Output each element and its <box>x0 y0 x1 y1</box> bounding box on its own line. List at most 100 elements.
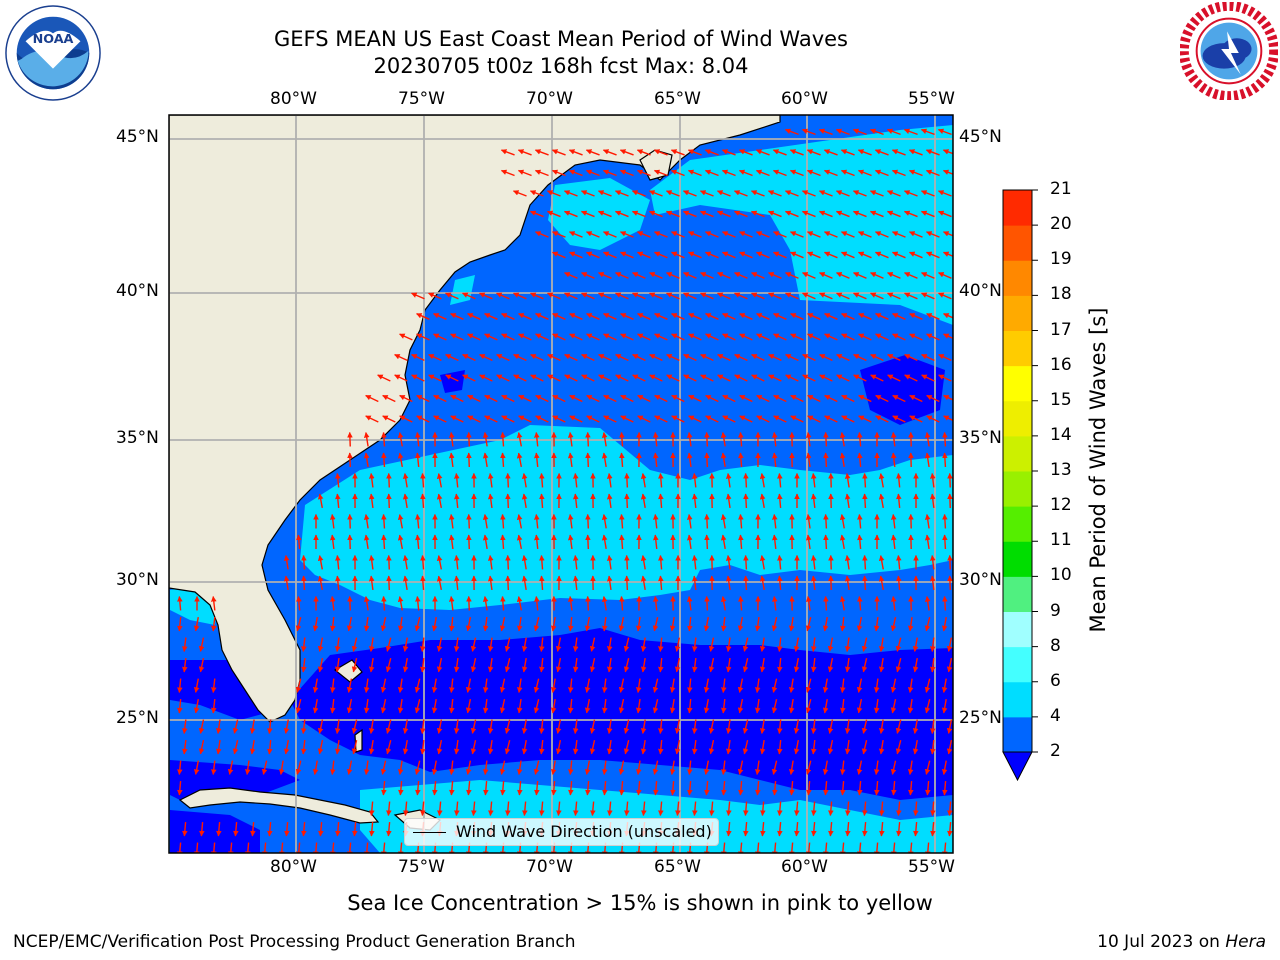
wave-direction-arrow <box>789 780 795 796</box>
wave-direction-arrow <box>581 272 595 279</box>
wave-direction-arrow <box>516 616 523 632</box>
wave-direction-arrow <box>857 452 863 468</box>
wave-direction-arrow <box>534 169 549 177</box>
wave-direction-arrow <box>380 678 387 693</box>
wave-direction-arrow <box>878 493 885 509</box>
wave-direction-arrow <box>419 657 426 673</box>
wave-direction-arrow <box>772 780 778 796</box>
wave-direction-arrow <box>623 740 630 755</box>
wave-direction-arrow <box>725 473 732 488</box>
wave-direction-arrow <box>810 472 817 488</box>
wave-direction-arrow <box>861 637 868 652</box>
wave-direction-arrow <box>670 231 685 238</box>
wave-direction-arrow <box>699 210 714 218</box>
wave-direction-arrow <box>382 394 396 403</box>
wave-direction-arrow <box>840 149 855 156</box>
wave-direction-arrow <box>624 472 630 488</box>
lon-label-top: 55°W <box>908 89 955 109</box>
wave-direction-arrow <box>470 719 477 734</box>
wave-direction-arrow <box>552 313 566 320</box>
wave-direction-arrow <box>784 128 799 136</box>
wave-direction-arrow <box>654 251 668 259</box>
wave-direction-arrow <box>636 169 651 177</box>
wave-direction-arrow <box>624 493 630 509</box>
wave-direction-arrow <box>756 394 770 403</box>
wave-direction-arrow <box>708 658 715 673</box>
wave-direction-arrow <box>603 313 617 320</box>
wave-direction-arrow <box>788 698 795 714</box>
wave-direction-arrow <box>614 210 629 218</box>
wave-direction-arrow <box>501 333 515 341</box>
wave-direction-arrow <box>720 432 727 447</box>
wave-direction-arrow <box>351 719 358 734</box>
wave-direction-arrow <box>397 432 404 447</box>
wave-direction-arrow <box>904 353 918 362</box>
wave-direction-arrow <box>416 394 430 403</box>
wave-direction-arrow <box>569 415 583 423</box>
wave-direction-arrow <box>505 554 511 570</box>
colorbar-segment <box>1003 190 1032 226</box>
wave-direction-arrow <box>329 595 336 611</box>
wave-direction-arrow <box>818 210 833 218</box>
wave-direction-arrow <box>521 555 528 570</box>
wave-direction-arrow <box>705 394 719 403</box>
wave-direction-arrow <box>938 292 952 300</box>
wave-direction-arrow <box>601 616 608 632</box>
wave-direction-arrow <box>929 493 936 509</box>
wave-direction-arrow <box>926 251 940 259</box>
wave-direction-arrow <box>620 333 634 341</box>
wave-direction-arrow <box>636 149 651 156</box>
wave-direction-arrow <box>623 719 630 734</box>
wave-direction-arrow <box>487 657 494 673</box>
wave-direction-arrow <box>703 760 710 775</box>
wave-direction-arrow <box>365 394 379 403</box>
wave-direction-arrow <box>895 637 902 652</box>
wave-direction-arrow <box>398 780 404 796</box>
wave-direction-arrow <box>397 616 404 632</box>
wave-direction-arrow <box>892 415 906 423</box>
wave-direction-arrow <box>500 452 506 468</box>
wave-direction-arrow <box>581 292 595 300</box>
wave-direction-arrow <box>535 394 549 403</box>
wave-direction-arrow <box>721 149 736 156</box>
wave-direction-arrow <box>572 739 579 755</box>
wave-direction-arrow <box>431 760 438 775</box>
wave-direction-arrow <box>671 251 685 259</box>
wave-direction-arrow <box>737 699 744 714</box>
wave-direction-arrow <box>784 210 799 218</box>
wave-direction-arrow <box>232 740 239 755</box>
wave-direction-arrow <box>454 554 460 570</box>
colorbar-segment <box>1003 716 1032 753</box>
wave-direction-arrow <box>869 210 884 218</box>
wave-direction-arrow <box>522 801 528 817</box>
wave-direction-arrow <box>768 272 782 279</box>
wave-direction-arrow <box>615 272 629 279</box>
wave-direction-arrow <box>454 493 460 509</box>
wave-direction-arrow <box>471 801 477 817</box>
wave-direction-arrow <box>720 678 727 694</box>
wave-direction-arrow <box>568 231 583 238</box>
wave-direction-arrow <box>539 493 545 509</box>
wave-direction-arrow <box>589 658 596 673</box>
wave-direction-arrow <box>875 251 889 259</box>
wave-direction-arrow <box>210 698 217 714</box>
lat-label-left: 45°N <box>116 127 159 147</box>
wave-direction-arrow <box>317 658 324 673</box>
wave-direction-arrow <box>448 514 455 529</box>
wave-direction-arrow <box>924 452 931 468</box>
colorbar-tick-label: 8 <box>1050 635 1061 656</box>
wave-direction-arrow <box>929 657 936 673</box>
wave-direction-arrow <box>717 353 731 362</box>
wave-direction-arrow <box>635 698 642 714</box>
wave-direction-arrow <box>687 760 693 776</box>
wave-direction-arrow <box>487 473 494 488</box>
wave-direction-arrow <box>802 353 816 362</box>
wave-direction-arrow <box>573 801 579 817</box>
wave-direction-arrow <box>552 251 566 259</box>
wave-direction-arrow <box>368 637 375 652</box>
wave-direction-arrow <box>687 698 693 714</box>
wave-direction-arrow <box>924 678 931 693</box>
wave-direction-arrow <box>810 575 817 591</box>
wave-direction-arrow <box>501 415 515 423</box>
wave-direction-arrow <box>346 617 353 632</box>
